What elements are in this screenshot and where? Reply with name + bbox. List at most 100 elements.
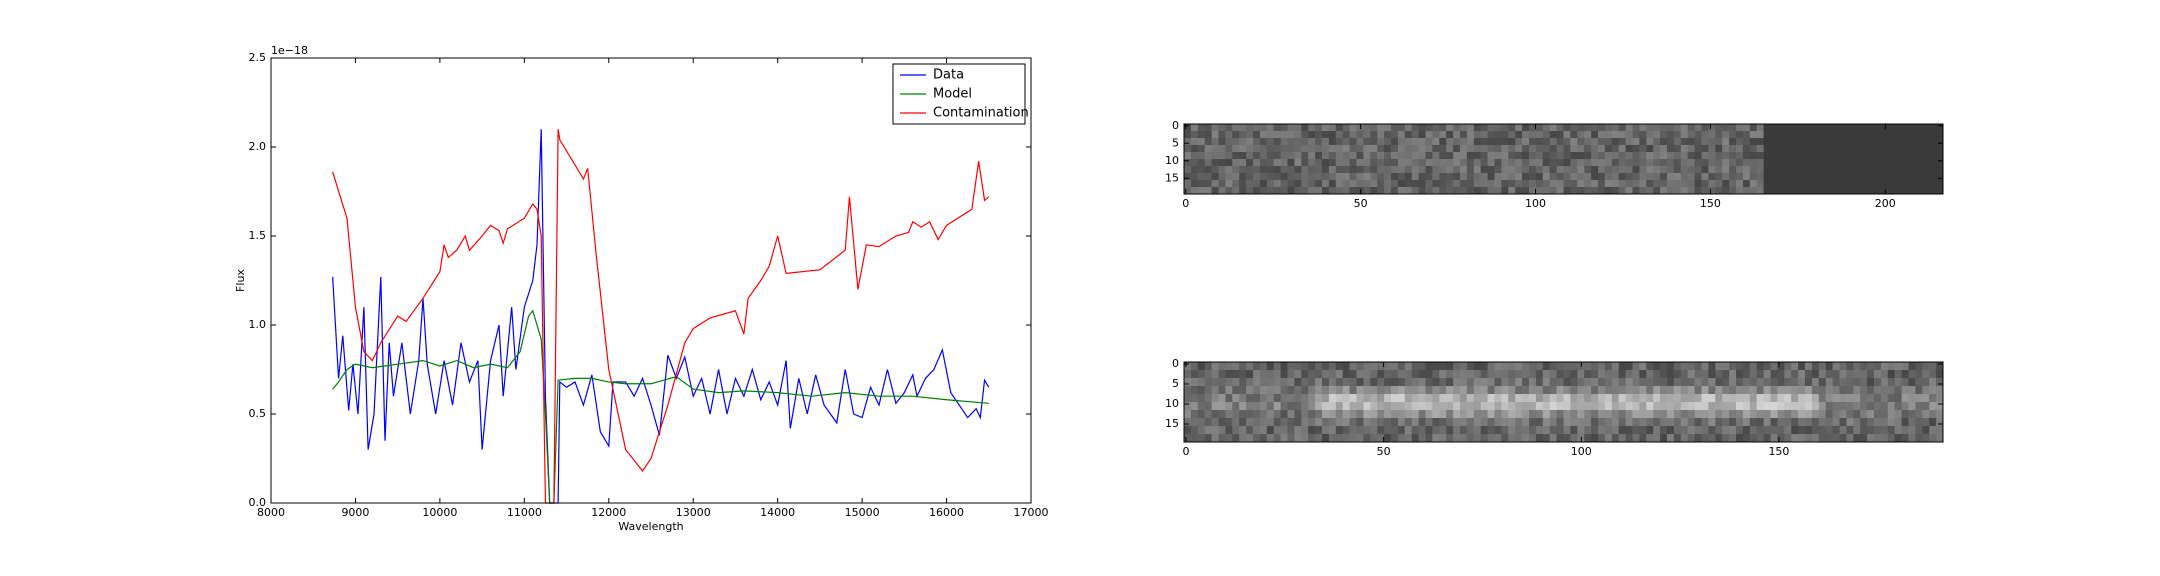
image-pixel bbox=[1694, 394, 1702, 403]
image-pixel bbox=[1480, 138, 1489, 146]
image-pixel bbox=[1722, 394, 1730, 403]
image-pixel bbox=[1391, 386, 1399, 395]
image-pixel bbox=[1846, 434, 1854, 443]
image-pixel bbox=[1211, 159, 1219, 167]
image-pixel bbox=[1190, 159, 1199, 167]
image-pixel bbox=[1535, 138, 1544, 146]
image-pixel bbox=[1811, 180, 1820, 188]
image-pixel bbox=[1818, 138, 1827, 146]
image-pixel bbox=[1680, 386, 1689, 395]
x-tick-label: 13000 bbox=[676, 506, 711, 519]
image-pixel bbox=[1667, 434, 1675, 443]
image-pixel bbox=[1466, 410, 1475, 419]
image-pixel bbox=[1625, 131, 1633, 139]
image-pixel bbox=[1384, 145, 1392, 153]
image-pixel bbox=[1791, 426, 1799, 435]
image-pixel bbox=[1791, 378, 1799, 387]
image-pixel bbox=[1259, 138, 1268, 146]
image-pixel bbox=[1184, 159, 1192, 167]
x-tick-label: 9000 bbox=[341, 506, 369, 519]
image-pixel bbox=[1667, 410, 1675, 419]
image-pixel bbox=[1542, 159, 1551, 167]
image-pixel bbox=[1529, 386, 1537, 395]
image-pixel bbox=[1439, 362, 1447, 371]
image-pixel bbox=[1908, 159, 1916, 167]
x-tick-label: 50 bbox=[1377, 445, 1391, 458]
image-pixel bbox=[1432, 166, 1440, 174]
x-tick-label: 50 bbox=[1354, 197, 1368, 210]
image-pixel bbox=[1563, 434, 1571, 443]
image-pixel bbox=[1653, 173, 1661, 181]
image-pixel bbox=[1184, 434, 1192, 443]
image-pixel bbox=[1370, 180, 1378, 188]
image-pixel bbox=[1770, 131, 1778, 139]
image-pixel bbox=[1294, 370, 1302, 379]
image-pixel bbox=[1184, 410, 1192, 419]
image-pixel bbox=[1556, 187, 1564, 195]
image-pixel bbox=[1349, 124, 1357, 132]
image-pixel bbox=[1322, 362, 1330, 371]
x-axis-label: Wavelength bbox=[618, 520, 683, 533]
image-pixel bbox=[1729, 187, 1737, 195]
image-pixel bbox=[1253, 378, 1261, 387]
image-pixel bbox=[1404, 159, 1413, 167]
image-pixel bbox=[1363, 180, 1371, 188]
image-pixel bbox=[1729, 180, 1737, 188]
image-pixel bbox=[1591, 159, 1599, 167]
image-pixel bbox=[1535, 370, 1544, 379]
x-tick-label: 11000 bbox=[507, 506, 542, 519]
image-pixel bbox=[1508, 410, 1516, 419]
image-pixel bbox=[1197, 180, 1206, 188]
image-pixel bbox=[1894, 434, 1903, 443]
image-pixel bbox=[1239, 410, 1247, 419]
data-line bbox=[332, 309, 989, 504]
image-pixel bbox=[1356, 138, 1364, 146]
image-pixel bbox=[1853, 386, 1861, 395]
image-pixel bbox=[1404, 124, 1413, 132]
image-pixel bbox=[1508, 124, 1516, 132]
image-pixel bbox=[1777, 426, 1785, 435]
image-pixel bbox=[1749, 370, 1758, 379]
image-pixel bbox=[1542, 418, 1551, 427]
image-pixel bbox=[1370, 418, 1378, 427]
image-pixel bbox=[1322, 426, 1330, 435]
image-pixel bbox=[1232, 131, 1240, 139]
image-pixel bbox=[1570, 145, 1578, 153]
image-pixel bbox=[1805, 173, 1813, 181]
image-pixel bbox=[1473, 145, 1482, 153]
image-pixel bbox=[1846, 159, 1854, 167]
image-pixel bbox=[1287, 145, 1295, 153]
image-pixel bbox=[1232, 166, 1240, 174]
image-pixel bbox=[1715, 426, 1723, 435]
image-pixel bbox=[1874, 362, 1882, 371]
image-pixel bbox=[1915, 370, 1923, 379]
image-pixel bbox=[1273, 138, 1282, 146]
image-pixel bbox=[1887, 426, 1896, 435]
image-pixel bbox=[1487, 152, 1495, 160]
image-pixel bbox=[1577, 138, 1585, 146]
image-pixel bbox=[1770, 187, 1778, 195]
image-pixel bbox=[1832, 410, 1840, 419]
image-pixel bbox=[1190, 145, 1199, 153]
image-pixel bbox=[1729, 131, 1737, 139]
image-pixel bbox=[1915, 152, 1923, 160]
image-pixel bbox=[1184, 173, 1192, 181]
image-pixel bbox=[1853, 166, 1861, 174]
image-pixel bbox=[1742, 434, 1751, 443]
image-pixel bbox=[1446, 180, 1454, 188]
image-pixel bbox=[1653, 124, 1661, 132]
image-pixel bbox=[1225, 394, 1233, 403]
image-pixel bbox=[1853, 402, 1861, 411]
image-pixel bbox=[1529, 124, 1537, 132]
image-pixel bbox=[1473, 152, 1482, 160]
image-pixel bbox=[1639, 426, 1647, 435]
image-pixel bbox=[1770, 159, 1778, 167]
image-pixel bbox=[1729, 434, 1737, 443]
image-pixel bbox=[1522, 434, 1530, 443]
image-pixel bbox=[1929, 166, 1937, 174]
image-pixel bbox=[1197, 131, 1206, 139]
image-pixel bbox=[1225, 187, 1233, 195]
image-pixel bbox=[1232, 394, 1240, 403]
image-pixel bbox=[1618, 418, 1627, 427]
image-pixel bbox=[1667, 426, 1675, 435]
